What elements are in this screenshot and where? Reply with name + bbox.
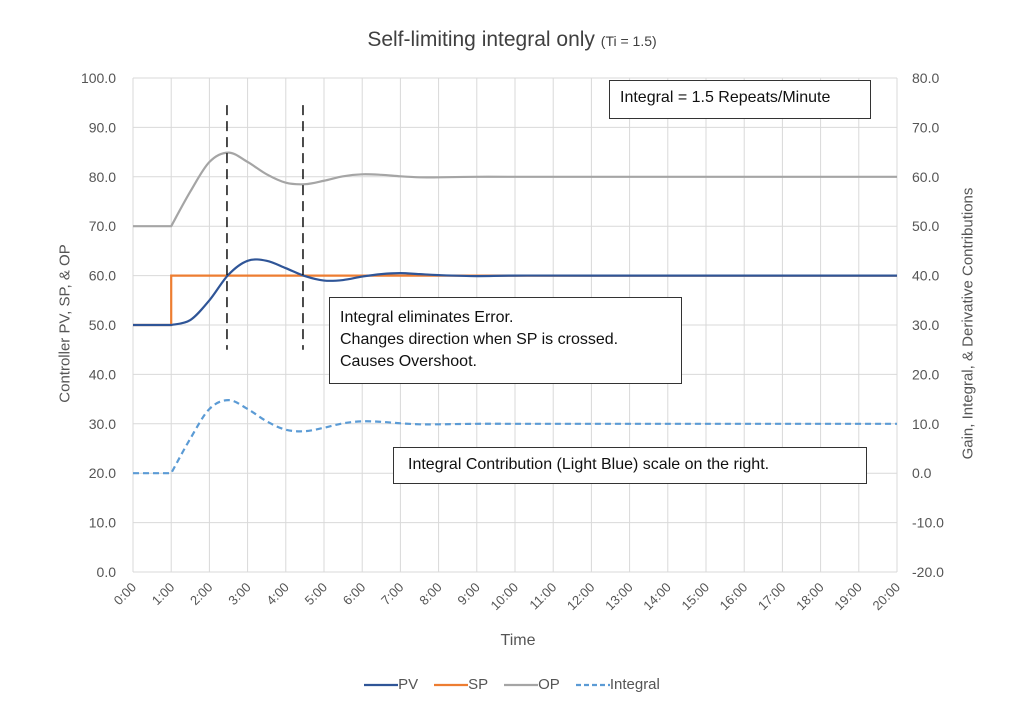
y-tick-label: 80.0 — [89, 169, 116, 185]
series-line-integral — [133, 398, 897, 475]
y2-tick-label: 10.0 — [912, 416, 939, 432]
note-line: Integral eliminates Error. — [340, 309, 514, 326]
y-tick-label: 50.0 — [89, 317, 116, 333]
y2-tick-label: -10.0 — [912, 515, 944, 531]
y2-tick-label: 40.0 — [912, 268, 939, 284]
subtitle-text: (Ti = 1.5) — [600, 33, 657, 49]
x-tick-label: 4:00 — [263, 580, 292, 609]
x-tick-label: 5:00 — [302, 580, 331, 609]
x-tick-label: 14:00 — [640, 580, 674, 614]
legend-item-pv: PV — [364, 676, 418, 693]
x-tick-label: 18:00 — [793, 580, 827, 614]
series-line-op — [133, 151, 897, 228]
x-tick-label: 6:00 — [340, 580, 369, 609]
note-line: Changes direction when SP is crossed. — [340, 331, 619, 348]
legend-swatch — [434, 683, 469, 687]
legend-label: SP — [468, 676, 489, 693]
y-tick-label: 100.0 — [81, 70, 116, 86]
chart-title: Self-limiting integral only (Ti = 1.5) — [0, 28, 1024, 52]
y-tick-label: 70.0 — [89, 218, 116, 234]
x-tick-label: 11:00 — [526, 580, 559, 613]
legend-label: Integral — [609, 676, 660, 693]
annotation-integral-rate: Integral = 1.5 Repeats/Minute — [609, 80, 871, 119]
x-tick-label: 8:00 — [416, 580, 445, 609]
x-axis-title: Time — [500, 632, 536, 649]
x-tick-label: 3:00 — [225, 580, 254, 609]
x-tick-label: 16:00 — [717, 580, 751, 614]
y-tick-label: 0.0 — [97, 564, 117, 580]
x-tick-label: 9:00 — [454, 580, 483, 609]
x-tick-label: 12:00 — [564, 580, 598, 614]
y-tick-label: 60.0 — [89, 268, 116, 284]
y2-tick-label: 0.0 — [912, 465, 932, 481]
legend-swatch — [575, 683, 610, 687]
y2-axis-title: Gain, Integral, & Derivative Contributio… — [959, 187, 977, 460]
y-tick-label: 30.0 — [89, 416, 116, 432]
y2-tick-label: 70.0 — [912, 119, 939, 135]
x-tick-label: 15:00 — [679, 580, 713, 614]
x-tick-label: 7:00 — [378, 580, 407, 609]
legend-item-op: OP — [504, 676, 560, 693]
note-line: Causes Overshoot. — [340, 353, 477, 370]
x-tick-label: 19:00 — [831, 580, 865, 614]
legend-label: OP — [538, 676, 560, 693]
x-tick-label: 1:00 — [149, 580, 178, 609]
legend: PV SP OP Integral — [0, 676, 1024, 693]
x-tick-label: 2:00 — [187, 580, 216, 609]
y-tick-label: 20.0 — [89, 465, 116, 481]
y-tick-label: 10.0 — [89, 515, 116, 531]
y2-tick-label: -20.0 — [912, 564, 944, 580]
y-tick-label: 40.0 — [89, 366, 116, 382]
legend-swatch — [504, 683, 539, 687]
title-text: Self-limiting integral only — [367, 28, 595, 51]
x-tick-label: 20:00 — [870, 580, 904, 614]
x-tick-label: 13:00 — [602, 580, 636, 614]
annotation-note: Integral eliminates Error. Changes direc… — [329, 297, 682, 384]
x-tick-label: 0:00 — [111, 580, 140, 609]
y2-tick-label: 30.0 — [912, 317, 939, 333]
legend-swatch — [364, 683, 399, 687]
legend-item-integral: Integral — [575, 676, 660, 693]
y2-tick-label: 20.0 — [912, 366, 939, 382]
y2-tick-label: 60.0 — [912, 169, 939, 185]
series-line-pv — [133, 258, 897, 327]
annotation-scale: Integral Contribution (Light Blue) scale… — [393, 447, 867, 484]
y-axis-title: Controller PV, SP, & OP — [56, 244, 74, 403]
x-tick-label: 17:00 — [755, 580, 789, 614]
y2-tick-label: 50.0 — [912, 218, 939, 234]
y-tick-label: 90.0 — [89, 119, 116, 135]
x-tick-label: 10:00 — [488, 580, 522, 614]
legend-label: PV — [398, 676, 419, 693]
legend-item-sp: SP — [434, 676, 488, 693]
y2-tick-label: 80.0 — [912, 70, 939, 86]
